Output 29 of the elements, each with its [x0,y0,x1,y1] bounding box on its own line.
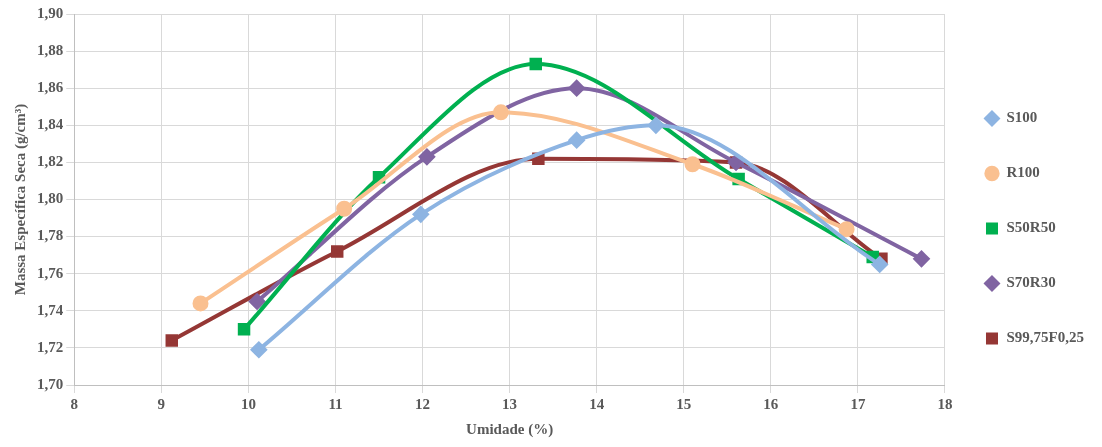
x-tick-label: 9 [157,395,166,412]
y-tick-label: 1,78 [37,227,64,244]
y-tick-label: 1,82 [37,153,64,170]
legend-label: S50R50 [1006,219,1056,236]
x-tick-label: 15 [676,395,692,412]
x-tick-label: 12 [415,395,431,412]
y-tick-label: 1,80 [37,190,64,207]
y-tick-label: 1,90 [37,4,64,21]
x-tick-label: 10 [240,395,256,412]
y-tick-label: 1,86 [37,79,64,96]
x-axis-title: Umidade (%) [466,420,554,438]
y-tick-label: 1,70 [37,375,64,392]
legend-label: S100 [1006,109,1038,126]
y-tick-label: 1,74 [37,301,64,318]
x-tick-label: 17 [850,395,866,412]
y-tick-label: 1,72 [37,338,64,355]
legend-label: R100 [1006,164,1040,181]
y-tick-label: 1,84 [37,116,64,133]
y-tick-label: 1,88 [37,41,64,58]
legend-label: S70R30 [1006,274,1056,291]
x-tick-label: 18 [937,395,953,412]
x-tick-label: 8 [70,395,78,412]
legend-label: S99,75F0,25 [1006,329,1085,346]
x-tick-label: 14 [589,395,605,412]
x-tick-label: 13 [502,395,518,412]
y-tick-label: 1,76 [37,264,64,281]
x-tick-label: 16 [763,395,779,412]
y-axis-title: Massa Específica Seca (g/cm³) [11,103,29,296]
x-tick-label: 11 [328,395,343,412]
